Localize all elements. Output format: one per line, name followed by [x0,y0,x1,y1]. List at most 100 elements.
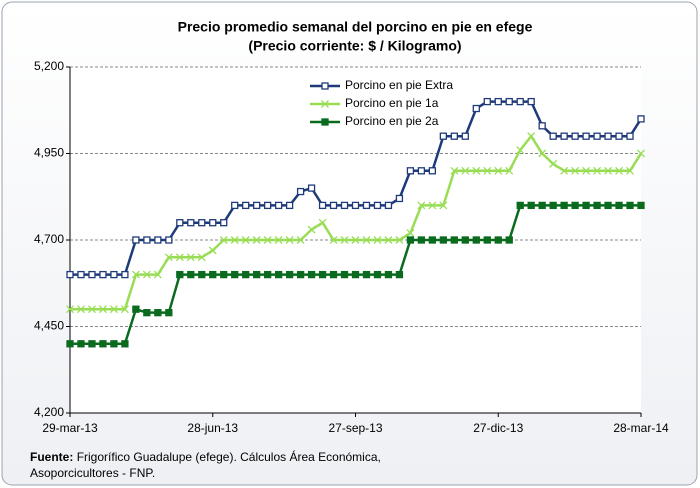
marker [593,166,602,175]
y-tick-label: 4,700 [34,232,64,246]
marker [88,305,96,314]
marker [220,270,228,279]
marker [208,246,217,255]
source: Fuente: Frigorífico Guadalupe (efege). C… [30,449,381,464]
marker [110,270,118,279]
marker [450,166,459,175]
marker [110,340,118,348]
marker [274,236,283,244]
marker [153,270,162,279]
source-label: Fuente: [30,450,73,464]
marker [143,236,151,244]
legend-marker [321,82,329,90]
marker [593,132,601,140]
legend-label: Porcino en pie 1a [345,96,439,110]
marker [318,270,327,279]
series [66,201,645,348]
series [66,132,645,314]
marker [209,270,217,279]
marker [121,340,129,348]
marker [483,236,491,244]
marker [164,253,173,262]
marker [329,236,338,244]
marker [626,166,634,175]
marker [220,219,228,227]
marker [395,236,404,244]
marker [109,305,118,314]
marker [176,219,184,227]
marker [428,201,437,210]
legend-marker [321,100,329,108]
marker [505,166,514,175]
marker [120,305,129,314]
marker [307,225,316,234]
marker [538,149,547,158]
marker [571,166,580,175]
marker [395,270,404,279]
marker [88,340,96,348]
x-tick-label: 27-dic-13 [473,421,523,435]
marker [197,253,206,262]
y-tick-label: 4,200 [34,405,64,419]
marker [318,201,327,210]
marker [253,270,261,279]
marker [439,236,447,244]
marker [296,236,305,244]
marker [417,167,426,175]
marker [615,201,623,210]
marker [637,115,645,123]
marker [615,166,623,175]
x-tick-label: 28-mar-14 [613,421,669,435]
chart-subtitle: (Precio corriente: $ / Kilogramo) [248,38,461,54]
marker [99,340,107,348]
marker [187,270,195,279]
marker [593,201,601,210]
marker [538,201,546,210]
marker [99,270,107,279]
marker [516,97,524,106]
marker [296,187,305,196]
marker [384,201,393,210]
marker [241,236,250,244]
legend-label: Porcino en pie 2a [345,114,439,128]
y-tick-label: 5,200 [34,59,64,73]
marker [582,201,590,210]
marker [538,122,546,130]
marker [274,270,283,279]
marker [252,236,261,244]
source-text: Asoporcicultores - FNP. [30,466,155,480]
chart-title: Precio promedio semanal del porcino en p… [178,19,533,35]
marker [143,309,151,317]
marker [527,201,535,210]
marker [351,270,360,279]
marker [505,236,513,244]
marker [231,201,239,210]
marker [362,236,371,244]
marker [77,305,85,314]
marker [329,270,338,279]
marker [604,132,612,140]
marker [373,201,382,210]
marker [121,270,129,279]
marker [527,132,536,141]
marker [296,270,305,279]
source-text: Frigorífico Guadalupe (efege). Cálculos … [77,449,381,464]
marker [340,270,349,279]
marker [406,167,415,175]
marker [274,201,283,210]
marker [549,201,557,210]
marker [186,253,195,262]
marker [472,166,481,175]
x-tick-label: 29-mar-13 [42,421,98,435]
marker [417,201,426,210]
marker [527,97,535,106]
marker [494,236,502,244]
marker [472,104,480,113]
marker [132,236,140,244]
marker [198,219,206,227]
series [66,97,645,279]
marker [219,236,228,244]
marker [176,270,184,279]
marker [198,270,206,279]
